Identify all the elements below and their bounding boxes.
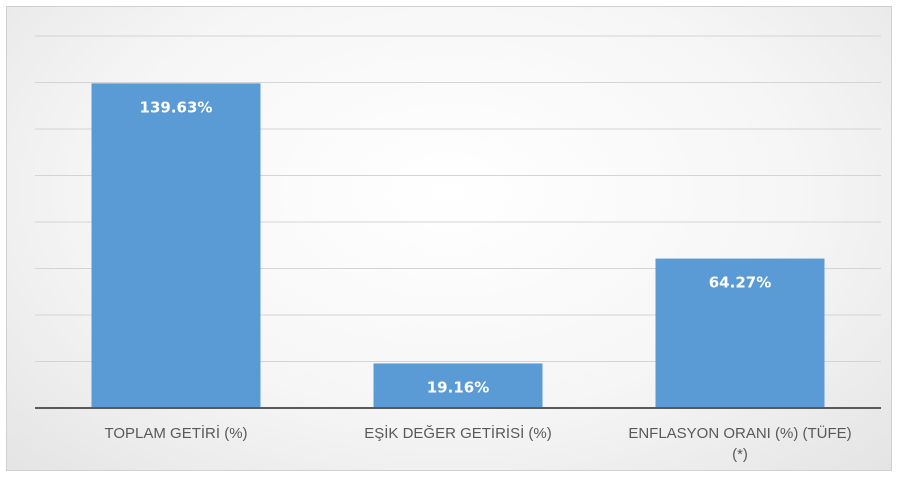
bar-1 xyxy=(91,83,261,408)
category-label-3: ENFLASYON ORANI (%) (TÜFE) xyxy=(628,424,851,442)
category-label-1: TOPLAM GETİRİ (%) xyxy=(104,424,247,442)
labels: 139.63% TOPLAM GETİRİ (%) 19.16% EŞİK DEĞER… xyxy=(104,98,851,463)
data-label-1: 139.63% xyxy=(140,98,213,116)
data-label-3: 64.27% xyxy=(709,274,771,292)
category-label-2: EŞİK DEĞER GETİRİSİ (%) xyxy=(364,424,552,442)
bar-chart: 139.63% TOPLAM GETİRİ (%) 19.16% EŞİK DEĞER… xyxy=(35,35,881,463)
bar-3 xyxy=(655,258,825,408)
bar-2 xyxy=(373,363,543,408)
bars xyxy=(91,83,825,408)
chart-area: 139.63% TOPLAM GETİRİ (%) 19.16% EŞİK DEĞER… xyxy=(6,6,892,471)
data-label-2: 19.16% xyxy=(427,378,489,396)
category-label-3-line-2: (*) xyxy=(732,446,748,463)
